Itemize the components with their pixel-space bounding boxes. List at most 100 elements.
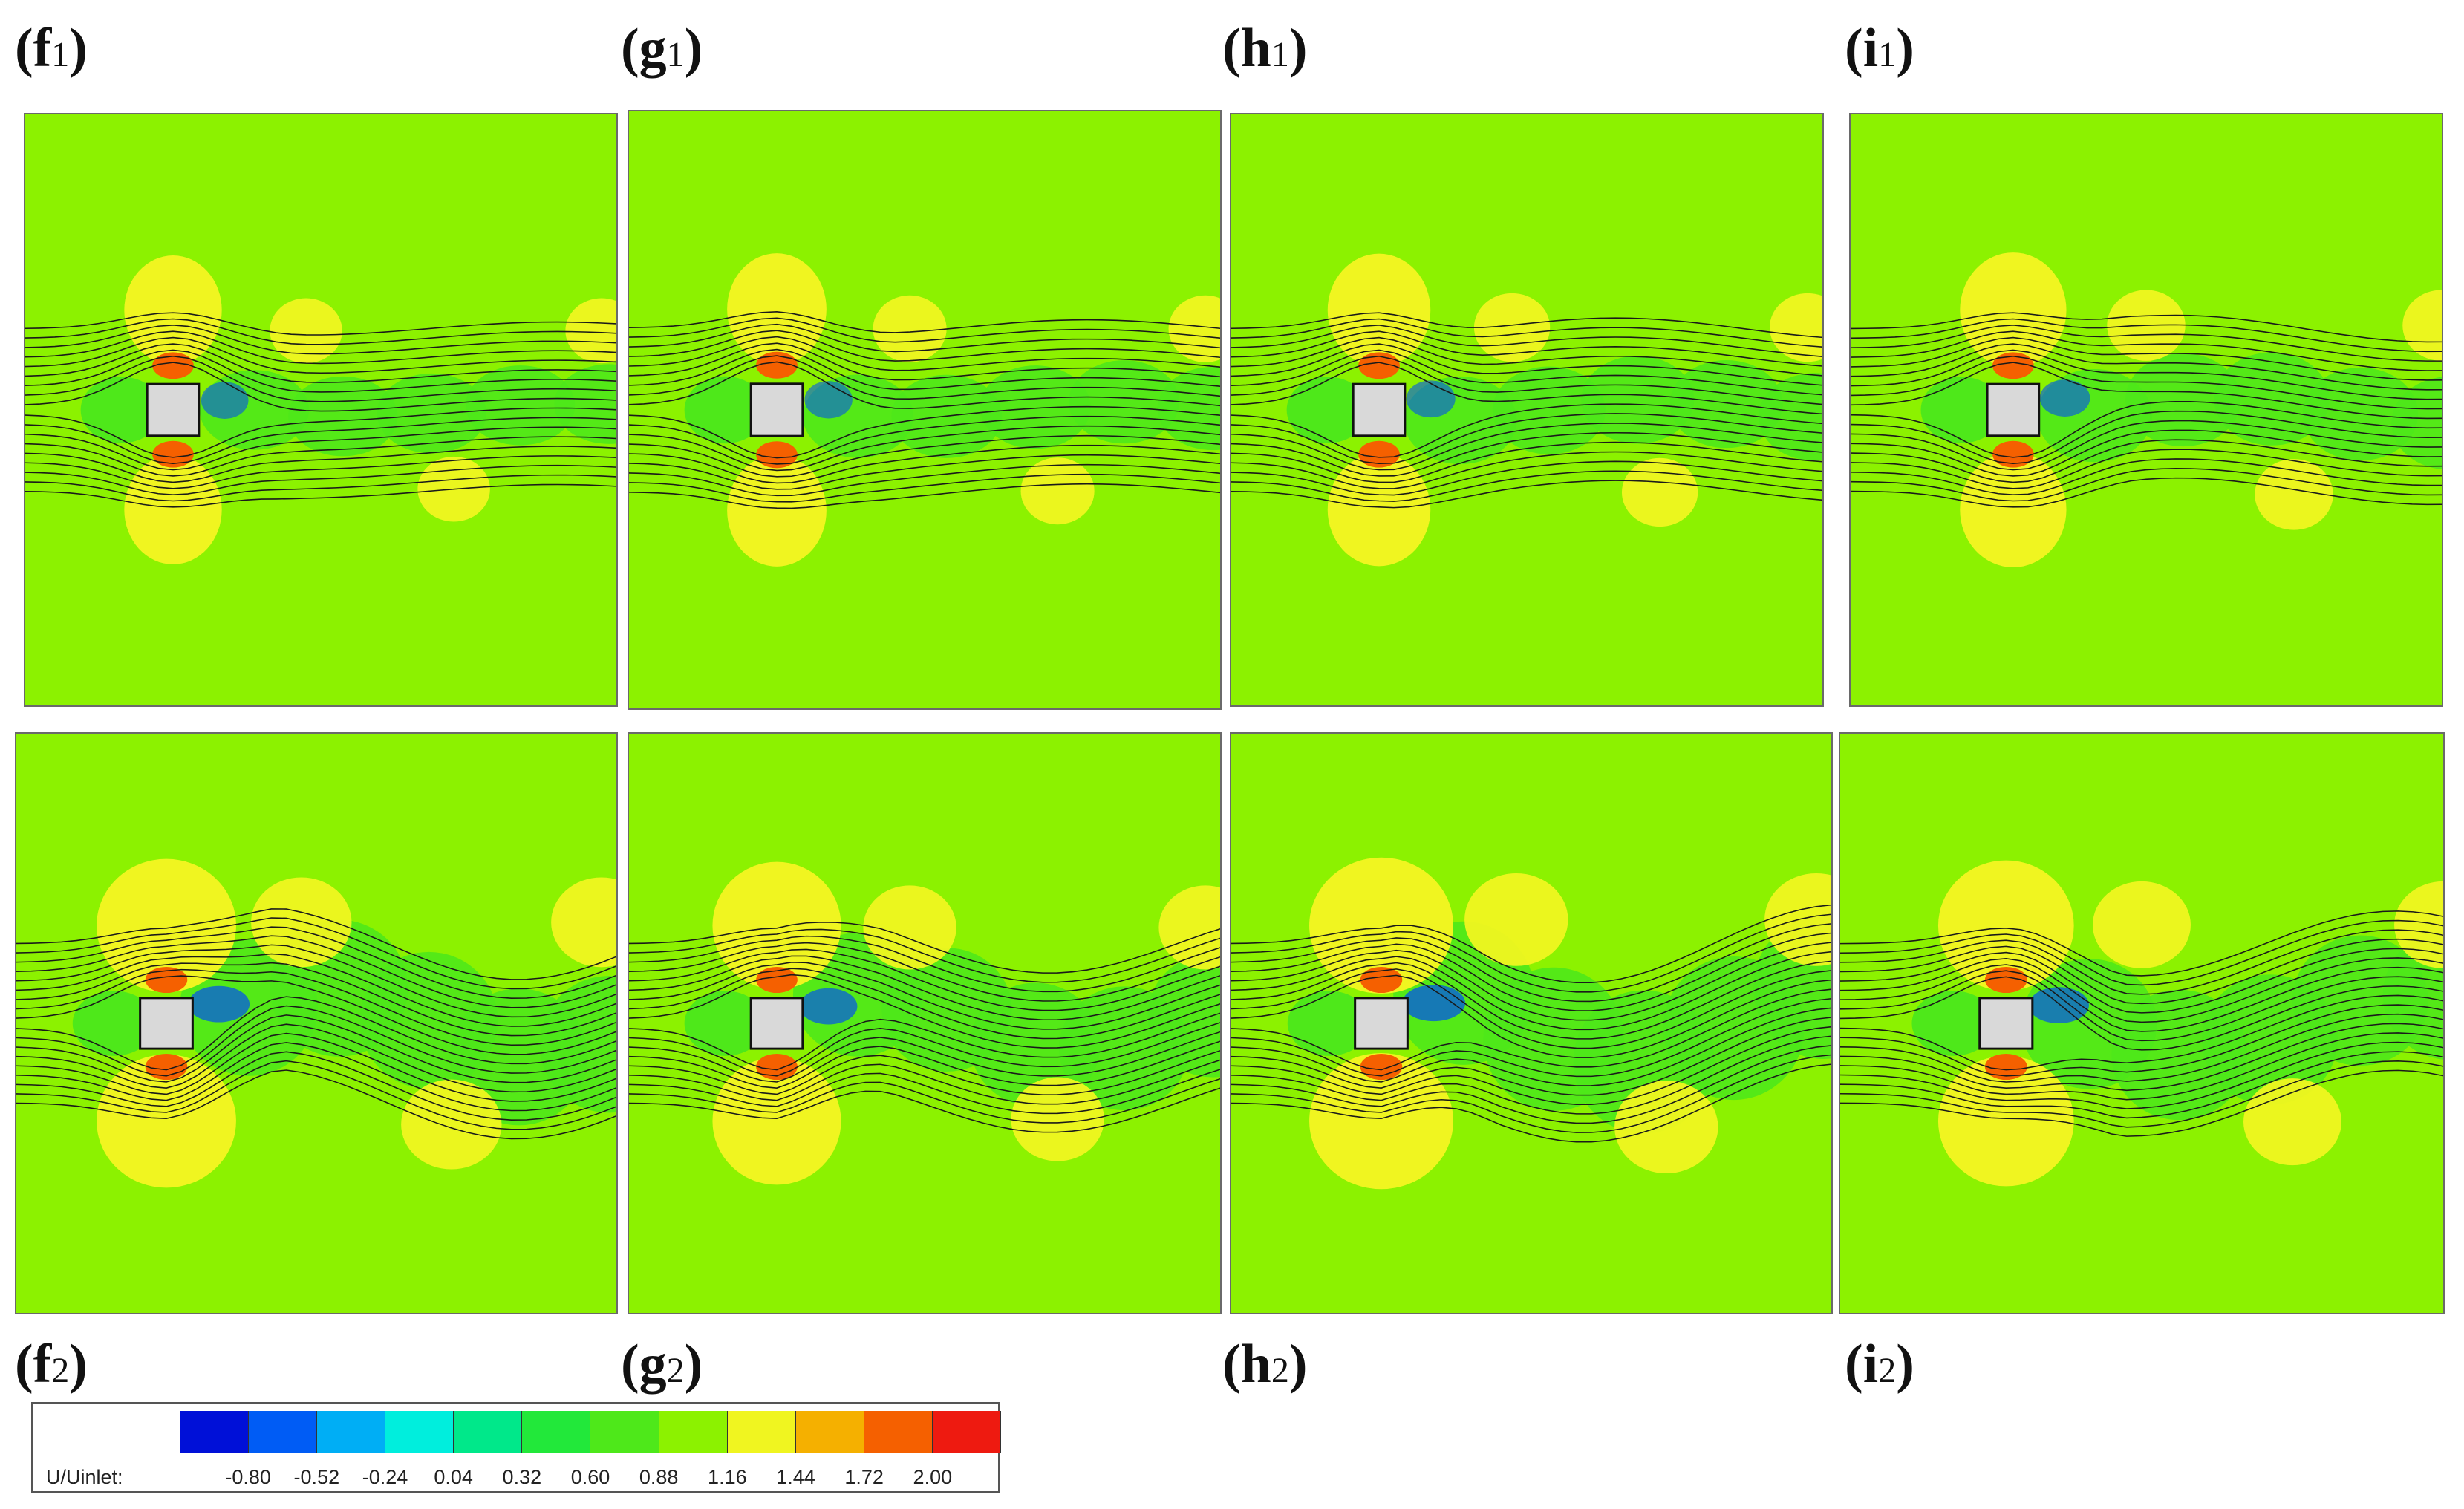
acceleration-lobe xyxy=(1960,452,2067,567)
streamline xyxy=(629,317,1220,343)
streamline xyxy=(1231,441,1822,483)
streamline xyxy=(16,1032,616,1102)
wake-region xyxy=(2125,353,2241,447)
streamline xyxy=(629,311,1220,333)
streamline xyxy=(629,922,1220,974)
wake-acceleration-patch xyxy=(1158,885,1220,970)
recirculation-zone xyxy=(2039,379,2090,417)
streamline xyxy=(25,446,616,483)
streamline xyxy=(1231,942,1831,1021)
streamline xyxy=(1840,976,2443,1051)
streamline xyxy=(629,1050,1220,1095)
streamline xyxy=(1231,1045,1831,1124)
streamline xyxy=(25,474,616,502)
streamline xyxy=(1840,957,2443,1023)
contour-plot xyxy=(629,111,1220,708)
contour-plot xyxy=(1231,734,1831,1313)
streamline xyxy=(25,483,616,508)
streamline xyxy=(629,405,1220,459)
panel-subscript: 2 xyxy=(51,1351,70,1390)
streamline xyxy=(1840,1051,2443,1119)
panel-close: ) xyxy=(1896,1334,1914,1395)
wake-acceleration-patch xyxy=(565,298,616,364)
contour-plot xyxy=(629,734,1220,1313)
streamline xyxy=(1840,938,2443,1005)
peak-velocity-region xyxy=(152,352,194,379)
panel-subscript: 2 xyxy=(666,1351,685,1390)
streamline xyxy=(25,349,616,393)
panel-close: ) xyxy=(1288,1334,1308,1395)
legend-swatch xyxy=(180,1411,250,1453)
acceleration-lobe xyxy=(1327,453,1431,567)
streamline xyxy=(1840,1023,2443,1092)
legend-swatch xyxy=(249,1411,318,1453)
wake-acceleration-patch xyxy=(1020,457,1095,525)
panel-label-h1: (h1) xyxy=(1222,21,1307,76)
streamline xyxy=(629,1012,1220,1071)
streamline xyxy=(25,407,616,458)
upstream-region xyxy=(1287,991,1370,1056)
streamline xyxy=(1231,1054,1831,1133)
panel-letter: (g xyxy=(621,18,667,79)
streamline xyxy=(1231,451,1822,489)
streamline xyxy=(1840,1004,2443,1077)
panel-close: ) xyxy=(69,1334,88,1395)
peak-velocity-region xyxy=(1358,440,1400,468)
panel-close: ) xyxy=(684,1334,703,1395)
streamline xyxy=(629,968,1220,1040)
color-legend: U/Uinlet: -0.80 -0.52 -0.24 0.04 0.32 0.60 0.8… xyxy=(31,1402,1001,1493)
streamline xyxy=(1231,312,1822,339)
streamline xyxy=(1851,336,2442,381)
streamline xyxy=(1851,325,2442,362)
panel-label-f1: (f1) xyxy=(15,21,88,76)
contour-plot xyxy=(1231,114,1822,705)
streamline xyxy=(16,1060,616,1130)
streamline xyxy=(629,974,1220,1049)
legend-swatch xyxy=(454,1411,523,1453)
streamline xyxy=(1851,410,2442,465)
streamline xyxy=(1851,449,2442,489)
streamline xyxy=(1851,458,2442,495)
streamline xyxy=(629,444,1220,484)
streamline xyxy=(1231,431,1822,477)
streamline xyxy=(1851,439,2442,483)
legend-tick-label: 0.60 xyxy=(570,1466,610,1488)
streamline xyxy=(629,434,1220,478)
upstream-region xyxy=(1286,377,1369,443)
streamline xyxy=(629,942,1220,1002)
upstream-region xyxy=(1920,377,2002,443)
wake-region xyxy=(1759,373,1822,461)
streamline xyxy=(1840,1013,2443,1083)
streamline xyxy=(1851,429,2442,477)
panel-label-g2: (g2) xyxy=(621,1337,703,1392)
streamline xyxy=(1851,362,2442,420)
peak-velocity-region xyxy=(756,351,798,379)
contour-panel-i2 xyxy=(1839,732,2445,1314)
streamline xyxy=(16,953,616,1027)
legend-swatch xyxy=(590,1411,659,1453)
peak-velocity-region xyxy=(152,440,194,468)
wake-region xyxy=(466,365,576,446)
streamline xyxy=(1840,1060,2443,1128)
legend-tick-label: 0.32 xyxy=(502,1466,542,1488)
streamline xyxy=(25,455,616,489)
streamline xyxy=(1231,480,1822,509)
recirculation-zone xyxy=(799,988,858,1025)
panel-close: ) xyxy=(69,18,88,79)
streamline xyxy=(629,361,1220,409)
contour-panel-i1 xyxy=(1849,113,2443,707)
streamline xyxy=(1231,355,1822,405)
legend-swatch xyxy=(864,1411,933,1453)
streamline xyxy=(1851,400,2442,458)
streamline xyxy=(25,325,616,355)
streamline xyxy=(1231,932,1831,1011)
streamline xyxy=(1851,318,2442,353)
streamline xyxy=(1231,1007,1831,1086)
streamline xyxy=(16,968,616,1046)
streamline xyxy=(1231,325,1822,357)
streamline xyxy=(16,944,616,1018)
streamline xyxy=(1231,470,1822,502)
streamline xyxy=(1851,312,2442,343)
panel-letter: (i xyxy=(1845,1334,1879,1395)
legend-tick-label: 2.00 xyxy=(913,1466,953,1488)
